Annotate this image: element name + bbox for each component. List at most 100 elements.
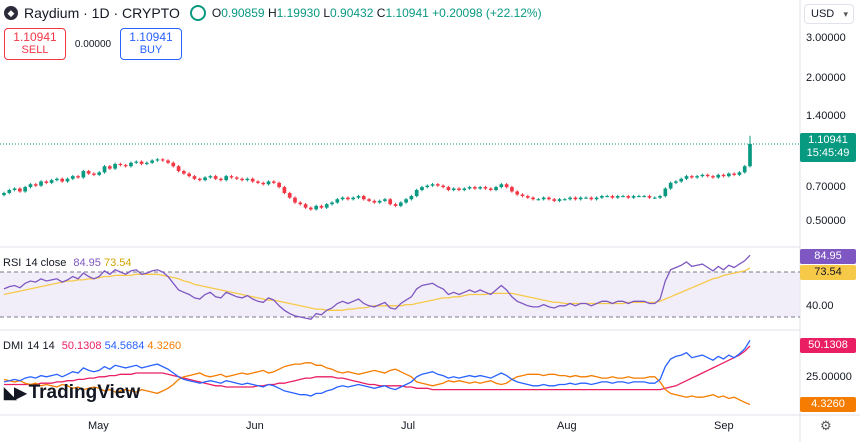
candle-body [536, 199, 541, 201]
candle-body [192, 176, 197, 179]
candle-body [234, 177, 239, 179]
candle-body [303, 204, 308, 208]
candle-body [240, 178, 244, 181]
rsi-line [3, 254, 751, 321]
candle-body [197, 178, 202, 181]
candle-body [187, 173, 192, 177]
candle-body [324, 204, 329, 208]
candle-body [356, 196, 361, 198]
dmi-tick: 25.00000 [806, 371, 852, 383]
candle-body [652, 197, 657, 199]
candle-body [462, 188, 467, 190]
candle-body [473, 187, 477, 189]
ohlc-values: O0.90859 H1.19930 L0.90432 C1.10941 +0.2… [211, 6, 542, 20]
candle-body [584, 197, 588, 199]
countdown: 15:45:49 [806, 147, 850, 159]
candle-body [346, 197, 350, 200]
candle-body [668, 182, 673, 189]
candle-body [44, 181, 49, 183]
candle-body [621, 196, 625, 198]
candle-body [446, 187, 451, 190]
currency-select[interactable]: USD ▾ [804, 4, 854, 24]
candle-body [224, 176, 229, 181]
candle-body [282, 187, 287, 193]
dmi-minus-tag: 4.3260 [800, 397, 856, 412]
candle-body [60, 178, 65, 182]
candle-body [467, 187, 472, 189]
candle-body [541, 197, 546, 200]
dmi-legend: DMI 14 14 50.1308 54.5684 4.3260 [3, 340, 182, 352]
candle-body [377, 200, 382, 203]
candle-body [488, 188, 493, 190]
candle-body [515, 191, 520, 195]
candle-body [637, 196, 641, 198]
rsi-ma-tag: 73.54 [800, 265, 856, 280]
candle-body [451, 188, 456, 190]
candle-body [705, 174, 710, 177]
gear-icon[interactable]: ⚙ [820, 418, 832, 433]
change-value: +0.20098 (+22.12%) [432, 6, 542, 20]
trade-panel: 1.10941 SELL 0.00000 1.10941 BUY [4, 28, 182, 60]
candle-body [139, 161, 144, 164]
rsi-tick: 40.00 [806, 300, 834, 312]
candle-body [547, 197, 551, 200]
candle-body [176, 166, 181, 172]
candle-body [647, 196, 652, 198]
candle-body [256, 181, 260, 183]
candle-body [166, 160, 170, 163]
candle-body [298, 202, 303, 205]
candle-body [39, 181, 43, 186]
symbol-title[interactable]: Raydium · 1D · CRYPTO [24, 5, 180, 21]
x-tick-aug: Aug [557, 420, 577, 432]
candle-body [393, 204, 398, 206]
candle-body [610, 196, 615, 198]
rsi-pane [0, 254, 800, 321]
candle-body [695, 176, 699, 178]
candle-body [568, 197, 572, 200]
candle-body [97, 172, 102, 175]
x-tick-sep: Sep [714, 420, 734, 432]
candle-body [520, 194, 525, 197]
candle-body [266, 181, 271, 185]
candle-body [573, 197, 578, 200]
candle-body [425, 185, 430, 188]
rsi-value-tag: 84.95 [800, 249, 856, 264]
candle-body [367, 199, 371, 201]
candle-body [309, 207, 313, 210]
buy-button[interactable]: 1.10941 BUY [120, 28, 182, 60]
price-tick: 1.40000 [806, 110, 846, 122]
candle-body [271, 181, 276, 183]
candle-body [23, 187, 28, 192]
symbol-logo-icon: ◆ [4, 6, 18, 20]
candle-body [420, 187, 424, 190]
candle-body [525, 196, 530, 198]
sell-button[interactable]: 1.10941 SELL [4, 28, 66, 60]
candle-body [711, 176, 715, 178]
candle-body [219, 178, 223, 181]
low-value: 0.90432 [330, 6, 374, 20]
candle-body [86, 171, 91, 174]
candle-body [499, 184, 504, 188]
candle-body [700, 174, 705, 177]
candle-body [113, 163, 117, 169]
candle-body [340, 197, 345, 200]
close-value: 1.10941 [385, 6, 429, 20]
legend-header: ◆ Raydium · 1D · CRYPTO O0.90859 H1.1993… [0, 0, 800, 26]
candle-body [293, 197, 297, 203]
candle-body [594, 197, 599, 200]
candle-body [160, 159, 165, 161]
tradingview-logo[interactable]: ◣▶ TradingView [4, 382, 141, 403]
candle-body [631, 196, 636, 198]
candle-body [383, 199, 387, 201]
candle-body [208, 176, 213, 178]
candle-body [277, 182, 281, 188]
visibility-icon[interactable] [189, 5, 206, 21]
candle-body [76, 176, 80, 178]
candle-body [658, 196, 662, 198]
candle-body [441, 185, 445, 188]
candle-body [742, 166, 747, 173]
dmi-plus-line [3, 340, 751, 397]
candle-body [145, 162, 149, 164]
candle-body [674, 181, 678, 183]
